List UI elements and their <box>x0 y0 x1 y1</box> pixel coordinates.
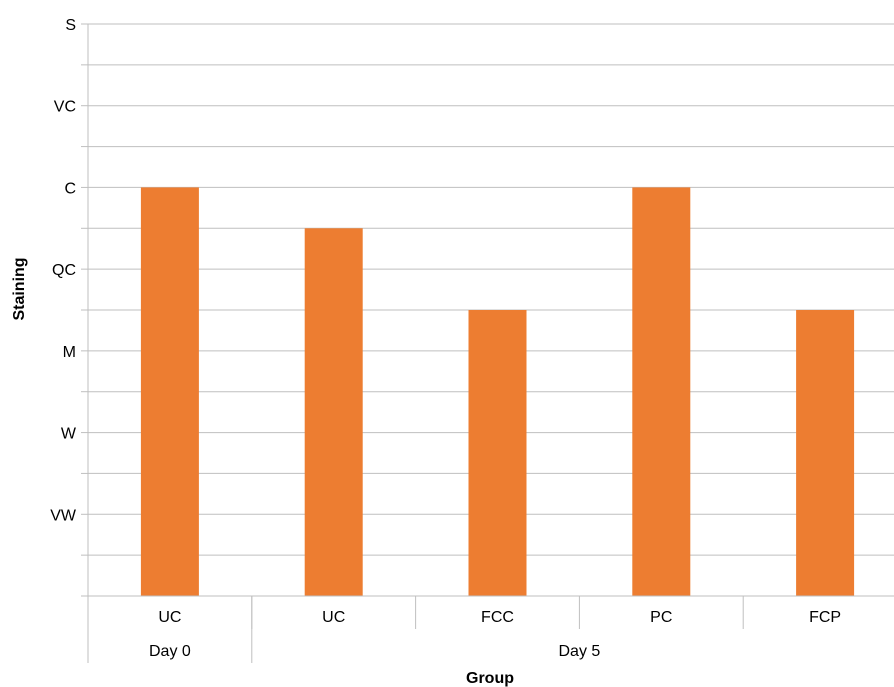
bar <box>140 187 199 596</box>
y-tick-label: QC <box>52 262 76 279</box>
y-tick-label: M <box>63 344 76 361</box>
x-tick-label: FCC <box>481 609 514 626</box>
y-axis-title: Staining <box>11 257 28 320</box>
x-tick-label: FCP <box>809 609 841 626</box>
bars <box>140 187 855 597</box>
x-tick-label: UC <box>158 609 181 626</box>
bar <box>304 228 363 597</box>
x-tick-label: PC <box>650 609 672 626</box>
y-tick-label: C <box>64 180 76 197</box>
y-tick-label: VC <box>54 99 76 116</box>
x-tick-label: UC <box>322 609 345 626</box>
bar <box>468 310 527 596</box>
x-group-label: Day 0 <box>149 643 191 660</box>
bar <box>796 310 855 596</box>
y-tick-label: W <box>61 426 77 443</box>
x-tick-labels: UC UC FCC PC FCP <box>158 609 841 626</box>
axes <box>81 23 894 663</box>
x-axis-title: Group <box>466 670 514 687</box>
y-tick-labels: VW W M QC C VC S <box>50 17 77 524</box>
y-tick-label: VW <box>50 507 77 524</box>
x-group-labels: Day 0 Day 5 <box>149 643 600 660</box>
y-tick-label: S <box>65 17 76 34</box>
bar <box>632 187 691 596</box>
x-group-label: Day 5 <box>559 643 601 660</box>
